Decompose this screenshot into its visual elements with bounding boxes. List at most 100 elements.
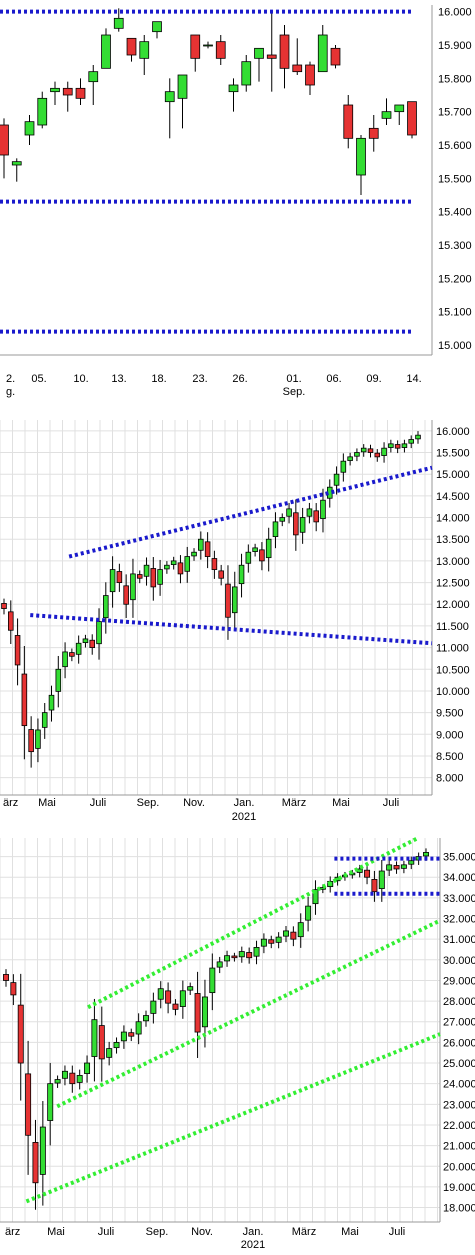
- candle-up: [260, 938, 267, 947]
- candle-down: [69, 652, 75, 657]
- x-tick-label: 13.: [111, 373, 126, 385]
- chart-panel-3: [0, 836, 441, 1223]
- candle-down: [98, 1025, 105, 1060]
- y-tick-label: 34.000: [443, 872, 475, 884]
- candle-up: [209, 967, 216, 994]
- y-tick-label: 13.500: [436, 534, 470, 546]
- y-tick-label: 15.500: [438, 173, 472, 185]
- candle-down: [69, 1072, 76, 1085]
- candle-down: [211, 558, 218, 570]
- candle-up: [139, 41, 150, 59]
- x-sub-label: Sep.: [283, 386, 306, 398]
- candle-up: [61, 1070, 68, 1079]
- candle-up: [283, 930, 289, 937]
- candle-up: [106, 1048, 113, 1058]
- candle-up: [152, 21, 162, 33]
- candle-down: [394, 444, 401, 449]
- candle-up: [231, 586, 238, 614]
- y-tick-label: 13.000: [436, 556, 470, 568]
- candle-up: [408, 860, 415, 865]
- candle-down: [116, 571, 123, 583]
- candle-down: [128, 1032, 135, 1037]
- candle-up: [150, 1000, 157, 1014]
- y-tick-label: 32.000: [443, 914, 475, 926]
- x-tick-label: 26.: [232, 373, 247, 385]
- candle-down: [225, 583, 231, 618]
- candle-down: [279, 34, 290, 69]
- candle-down: [190, 34, 201, 59]
- candle-up: [164, 91, 175, 103]
- candle-down: [123, 585, 129, 605]
- y-tick-label: 22.000: [443, 1120, 475, 1132]
- x-tick-label: ärz: [3, 797, 18, 809]
- candle-down: [374, 452, 381, 458]
- candle-up: [177, 74, 188, 99]
- candle-up: [164, 564, 170, 570]
- candle-up: [130, 573, 136, 601]
- x-tick-label: Nov.: [183, 797, 205, 809]
- candle-up: [41, 712, 48, 728]
- y-tick-label: 10.500: [436, 664, 470, 676]
- candle-up: [91, 1019, 98, 1057]
- y-tick-label: 16.000: [438, 7, 472, 19]
- candle-down: [368, 127, 379, 139]
- candle-up: [297, 922, 304, 938]
- y-tick-label: 10.000: [436, 686, 470, 698]
- green-trend-line: [87, 836, 419, 1010]
- candle-up: [312, 889, 319, 905]
- y-tick-label: 12.500: [436, 578, 470, 590]
- blue-trend-line: [68, 465, 433, 559]
- candle-up: [333, 473, 340, 486]
- candle-up: [317, 34, 328, 73]
- candle-up: [388, 443, 394, 448]
- y-tick-label: 15.400: [438, 207, 472, 219]
- candle-up: [84, 1062, 91, 1074]
- candle-down: [313, 510, 319, 523]
- candle-up: [252, 547, 258, 552]
- candle-up: [170, 560, 177, 565]
- y-tick-label: 11.500: [436, 621, 469, 633]
- candle-up: [113, 17, 124, 29]
- candle-down: [194, 993, 201, 1033]
- x-tick-label: März: [292, 1226, 316, 1238]
- green-trend-line: [56, 918, 441, 1109]
- candle-up: [55, 668, 62, 692]
- candle-up: [245, 551, 252, 564]
- candle-up: [299, 517, 306, 533]
- candle-up: [179, 990, 186, 1007]
- candle-down: [292, 64, 303, 73]
- candle-up: [401, 443, 408, 448]
- candle-down: [172, 1003, 179, 1010]
- candle-up: [198, 538, 204, 551]
- candle-down: [14, 635, 21, 666]
- candle-up: [24, 121, 35, 136]
- candle-down: [150, 568, 157, 588]
- candle-up: [88, 71, 99, 83]
- x-tick-label: Mai: [47, 1226, 65, 1238]
- candle-up: [120, 1031, 127, 1042]
- x-tick-label: 06.: [326, 373, 341, 385]
- candle-up: [191, 551, 197, 557]
- candle-up: [378, 870, 385, 889]
- candle-up: [82, 638, 89, 644]
- candle-up: [109, 569, 116, 593]
- chart-panel-2: [0, 420, 433, 796]
- candle-up: [35, 729, 41, 749]
- candle-down: [25, 1073, 32, 1136]
- candle-up: [54, 1079, 61, 1084]
- y-tick-label: 30.000: [443, 955, 475, 967]
- candle-down: [231, 955, 238, 959]
- y-tick-label: 15.600: [438, 140, 472, 152]
- candle-down: [204, 541, 211, 557]
- candle-down: [215, 41, 226, 59]
- x-tick-label: 10.: [73, 373, 88, 385]
- y-tick-label: 15.000: [438, 340, 472, 352]
- candle-up: [11, 161, 22, 166]
- y-tick-label: 14.000: [436, 513, 470, 525]
- candle-down: [75, 87, 86, 99]
- candle-up: [381, 447, 387, 456]
- x-sub-label: 2021: [241, 1239, 265, 1250]
- x-tick-label: Juli: [383, 797, 400, 809]
